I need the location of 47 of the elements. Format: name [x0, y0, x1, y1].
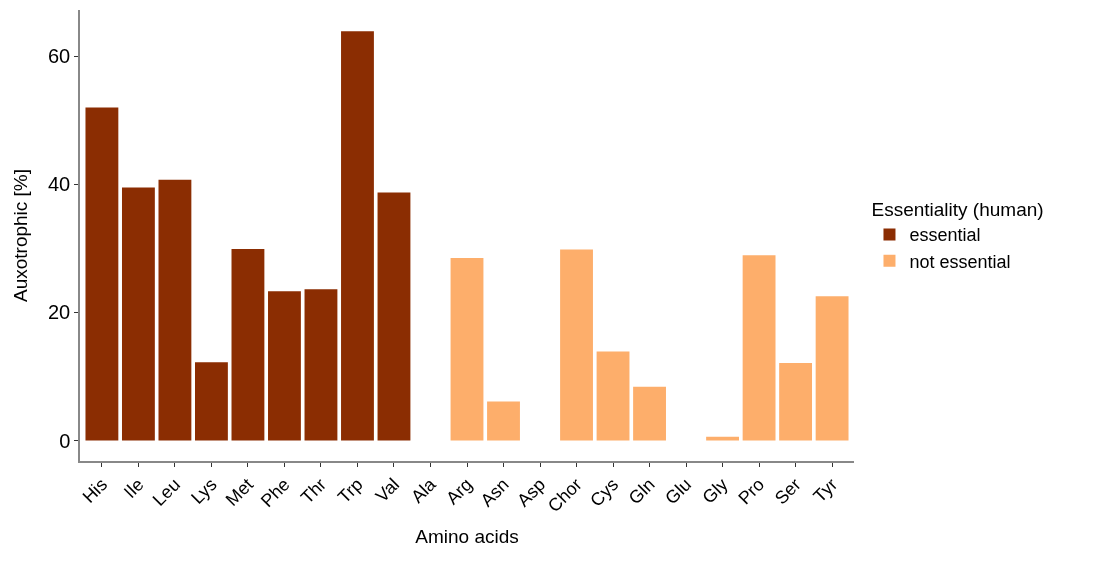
- x-tick-label: Ser: [770, 474, 805, 509]
- y-tick-label: 40: [48, 173, 71, 196]
- bar: [487, 401, 520, 441]
- x-tick-label: Asp: [513, 474, 550, 511]
- y-tick-label: 0: [59, 429, 71, 452]
- x-tick-label: Lys: [187, 474, 221, 508]
- x-tick-label: Gly: [698, 474, 732, 508]
- x-tick-label: Phe: [256, 474, 294, 512]
- bar: [706, 436, 739, 441]
- bar: [377, 192, 411, 441]
- legend-label: not essential: [909, 251, 1011, 272]
- x-tick-label: Glu: [661, 474, 696, 509]
- y-tick-label: 60: [48, 45, 71, 68]
- x-tick-label: Asn: [476, 474, 513, 511]
- bar: [779, 362, 813, 441]
- bar: [560, 249, 593, 441]
- x-tick-label: Leu: [148, 474, 185, 510]
- y-axis-title: Auxotrophic [%]: [10, 168, 32, 303]
- x-tick-label: Ala: [407, 473, 441, 507]
- bar: [341, 31, 374, 441]
- x-axis-title: Amino acids: [415, 526, 519, 548]
- x-tick-label: Pro: [734, 474, 769, 509]
- bar: [304, 289, 338, 441]
- x-tick-label: Gln: [624, 474, 659, 509]
- x-tick-label: Cys: [586, 474, 623, 511]
- x-tick-label: Arg: [442, 474, 477, 509]
- y-tick-label: 20: [48, 301, 71, 324]
- bar: [231, 248, 265, 441]
- x-tick-label: Ile: [120, 474, 148, 502]
- x-tick-label: Trp: [333, 474, 367, 508]
- bar: [85, 107, 119, 441]
- bar: [815, 296, 849, 441]
- legend-title: Essentiality (human): [871, 199, 1044, 221]
- bar: [450, 257, 484, 441]
- x-tick-label: Tyr: [809, 474, 842, 507]
- x-tick-label: Thr: [296, 474, 331, 508]
- bar: [268, 291, 301, 441]
- x-tick-label: Met: [221, 474, 258, 510]
- bar: [633, 386, 666, 441]
- x-tick-label: Val: [371, 474, 404, 506]
- legend-label: essential: [909, 225, 981, 246]
- bar: [195, 362, 228, 441]
- x-tick-label: His: [78, 474, 112, 507]
- bar: [121, 187, 155, 441]
- bar: [742, 255, 776, 441]
- bar: [596, 351, 630, 441]
- bar: [158, 179, 192, 441]
